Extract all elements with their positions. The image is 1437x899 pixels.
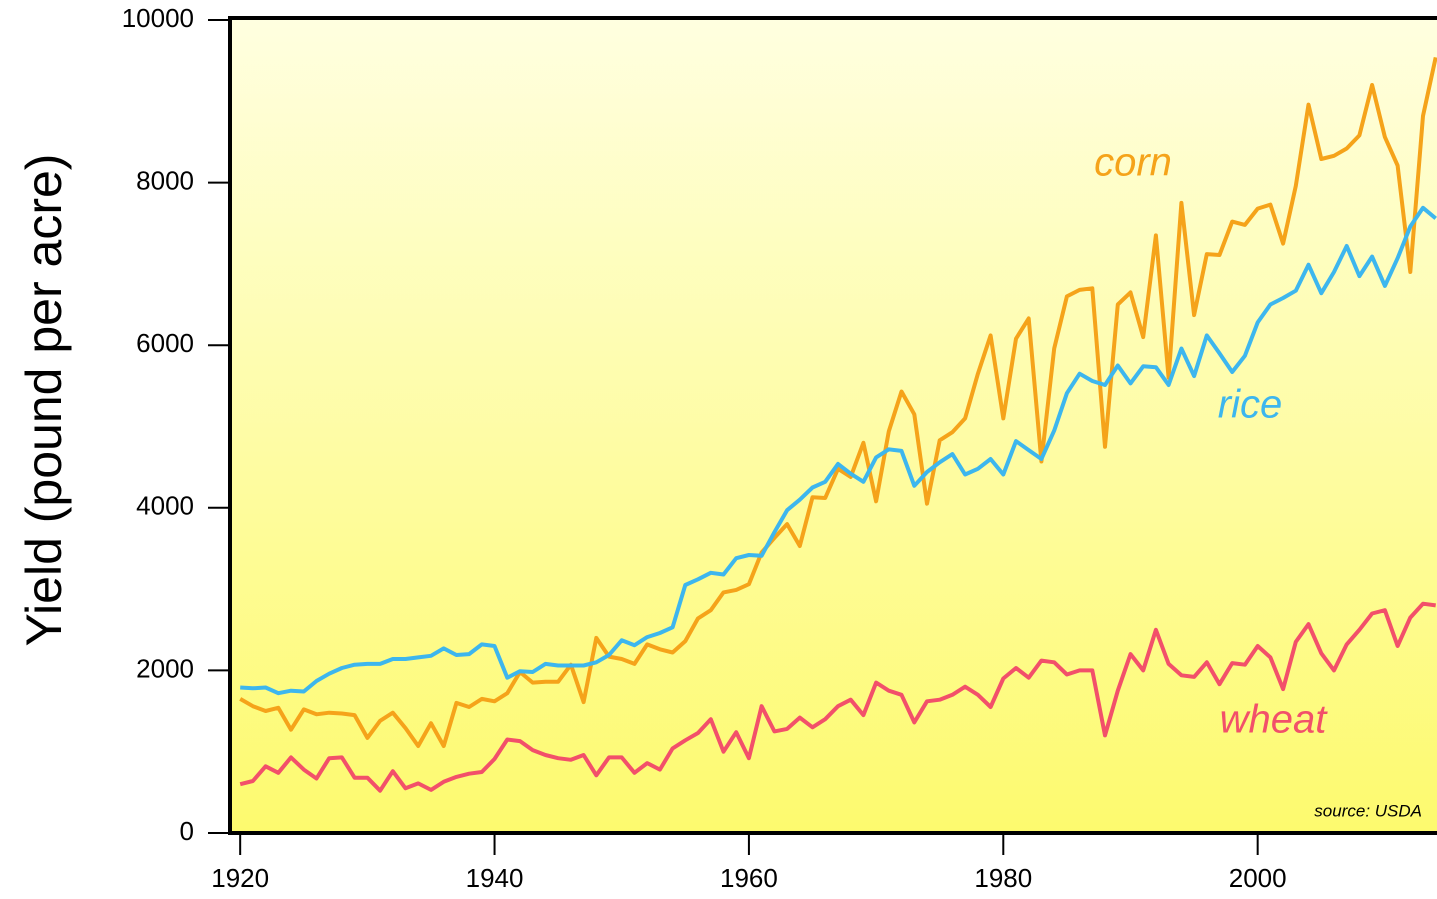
y-tick-label: 2000 — [136, 653, 194, 683]
y-tick-label: 10000 — [122, 3, 194, 33]
series-label: corn — [1094, 141, 1172, 185]
y-tick-label: 8000 — [136, 165, 194, 195]
x-tick-label: 1960 — [720, 863, 778, 893]
x-tick-label: 1980 — [974, 863, 1032, 893]
x-tick-label: 1940 — [466, 863, 524, 893]
y-tick-label: 0 — [180, 816, 194, 846]
series-line — [239, 601, 1436, 793]
series-line — [240, 205, 1437, 696]
x-tick-label: 1920 — [211, 863, 269, 893]
y-tick-label: 6000 — [136, 328, 194, 358]
series-label: rice — [1218, 383, 1282, 427]
y-tick-label: 4000 — [136, 491, 194, 521]
plot-frame — [228, 16, 1437, 835]
source-note: source: USDA — [1314, 801, 1422, 820]
plot-area — [230, 18, 1437, 833]
y-axis-label: Yield (pound per acre) — [16, 154, 72, 647]
series-line — [239, 56, 1437, 748]
x-tick-label: 2000 — [1229, 863, 1287, 893]
series-label: wheat — [1220, 698, 1329, 742]
